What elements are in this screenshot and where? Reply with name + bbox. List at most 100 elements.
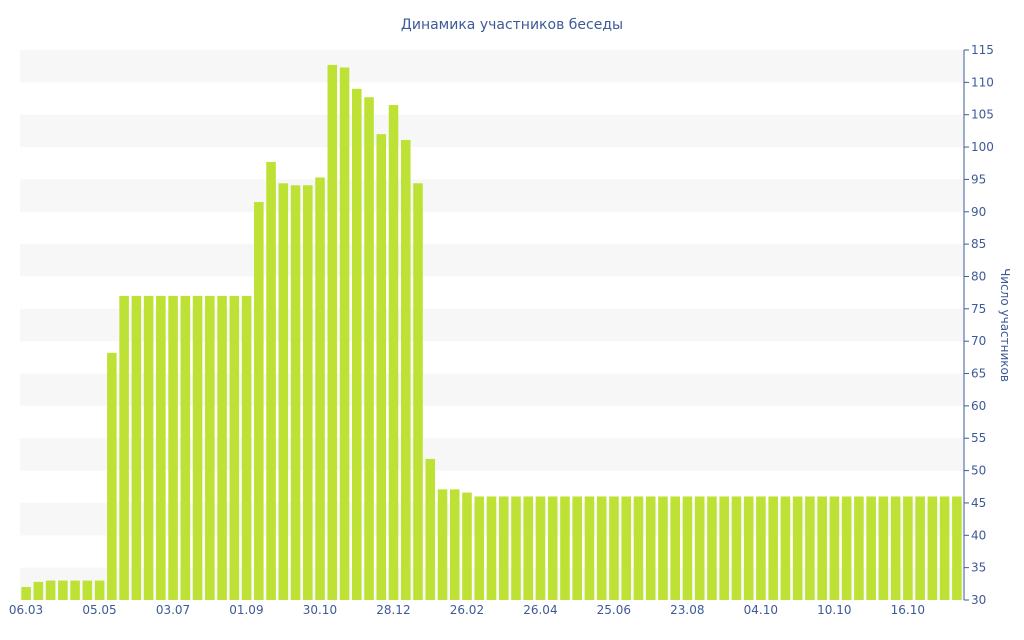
x-axis-ticks: 06.03 05.05 03.07 01.09 30.10 28.12 26.02 26.04…: [9, 603, 925, 617]
x-tick-label: 30.10: [303, 603, 337, 617]
bar: [645, 496, 656, 600]
y-axis-ticks: 30 35 40 45 50 55 60 65 70 75 80 85 90 95 100 105 110 115: [964, 43, 994, 607]
bar: [658, 496, 668, 600]
bar-series: [21, 64, 962, 601]
bar: [266, 161, 276, 600]
bar: [731, 496, 742, 600]
x-tick-label: 03.07: [156, 603, 190, 617]
bar: [131, 295, 142, 600]
bar: [682, 496, 693, 600]
bar: [364, 97, 374, 601]
bar: [388, 105, 399, 600]
bar: [511, 496, 521, 600]
bar: [498, 496, 509, 600]
chart-title: Динамика участников беседы: [401, 17, 623, 33]
bar: [437, 489, 448, 600]
x-tick-label: 28.12: [376, 603, 410, 617]
bar: [339, 67, 350, 601]
x-tick-label: 26.02: [450, 603, 484, 617]
bar: [425, 458, 436, 600]
y-axis-label: Число участников: [998, 268, 1012, 382]
bar: [805, 496, 815, 600]
y-tick-label: 90: [971, 205, 986, 219]
bar: [560, 496, 570, 600]
bar: [119, 295, 129, 600]
y-tick-label: 70: [971, 334, 986, 348]
y-tick-label: 40: [971, 528, 986, 542]
bar: [768, 496, 778, 600]
bar: [33, 581, 44, 600]
bar: [780, 496, 791, 600]
bar: [927, 496, 938, 600]
bar: [829, 496, 840, 600]
y-tick-label: 30: [971, 593, 986, 607]
bar: [743, 496, 754, 600]
x-tick-label: 26.04: [523, 603, 557, 617]
bar: [939, 496, 950, 600]
bar: [94, 580, 105, 600]
bar: [915, 496, 925, 600]
bar: [584, 496, 595, 600]
grid-band: [20, 244, 963, 277]
y-tick-label: 95: [971, 172, 986, 186]
bar: [756, 496, 766, 600]
bar: [854, 496, 864, 600]
y-tick-label: 60: [971, 399, 986, 413]
x-tick-label: 10.10: [817, 603, 851, 617]
bar: [792, 496, 803, 600]
bar: [401, 139, 411, 600]
y-tick-label: 50: [971, 464, 986, 478]
bar: [254, 202, 264, 600]
bar: [952, 496, 962, 600]
y-tick-label: 45: [971, 496, 986, 510]
bar: [474, 496, 485, 600]
bar: [352, 88, 362, 600]
x-tick-label: 25.06: [597, 603, 631, 617]
x-tick-label: 05.05: [82, 603, 116, 617]
y-tick-label: 75: [971, 302, 986, 316]
bar: [327, 64, 338, 600]
y-tick-label: 115: [971, 43, 994, 57]
bar: [486, 496, 497, 600]
bar: [192, 295, 203, 600]
bar: [817, 496, 827, 600]
y-tick-label: 55: [971, 431, 986, 445]
bar: [890, 496, 901, 600]
bar: [523, 496, 534, 600]
bar: [903, 496, 913, 600]
bar: [58, 580, 68, 600]
bar: [707, 496, 717, 600]
bar: [462, 492, 472, 600]
bar: [413, 183, 423, 601]
bar: [143, 295, 154, 600]
bar: [180, 295, 191, 600]
y-tick-label: 100: [971, 140, 994, 154]
x-tick-label: 16.10: [891, 603, 925, 617]
bar: [670, 496, 680, 600]
bar: [866, 496, 876, 600]
bar: [290, 185, 301, 601]
bar: [596, 496, 607, 600]
bar: [82, 580, 93, 600]
bar: [841, 496, 852, 600]
bar: [229, 295, 240, 600]
bar: [535, 496, 546, 600]
bar: [70, 580, 80, 600]
bar: [168, 295, 178, 600]
bar: [21, 587, 31, 600]
y-tick-label: 105: [971, 108, 994, 122]
grid-band: [20, 50, 963, 83]
y-tick-label: 85: [971, 237, 986, 251]
bar: [633, 496, 644, 600]
bar: [278, 183, 289, 601]
bar: [376, 134, 387, 600]
bar: [547, 496, 558, 600]
grid-band: [20, 179, 963, 212]
bar: [205, 295, 215, 600]
bar: [156, 295, 166, 600]
y-tick-label: 110: [971, 75, 994, 89]
bar: [621, 496, 631, 600]
bar: [694, 496, 705, 600]
